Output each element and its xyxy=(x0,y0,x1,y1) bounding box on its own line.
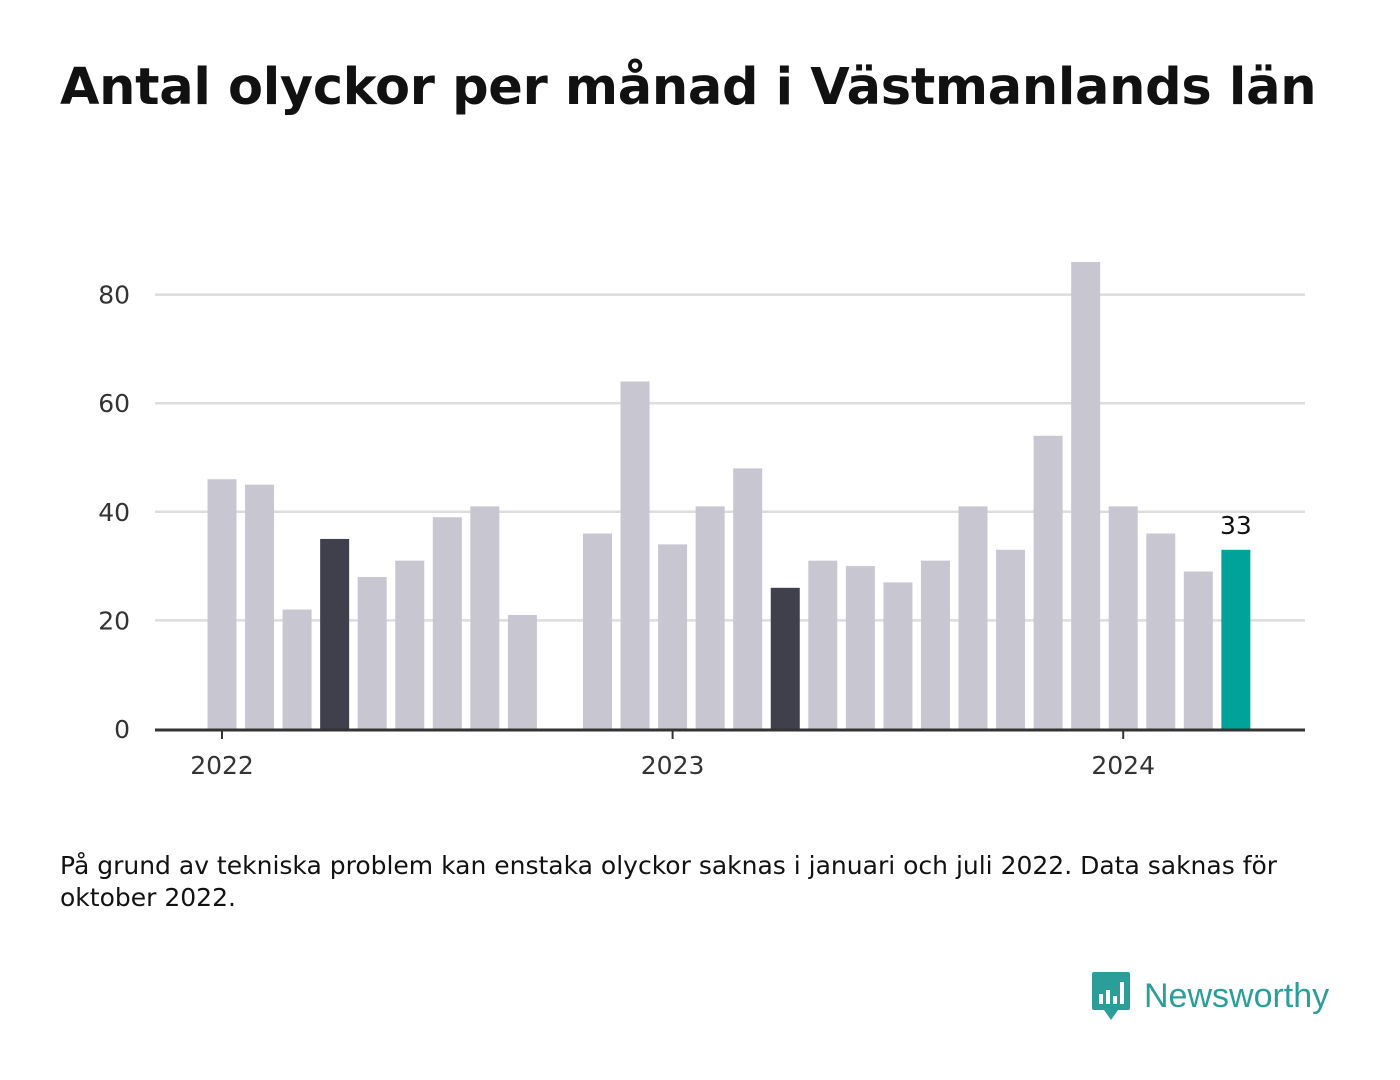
y-tick-label: 20 xyxy=(98,606,130,635)
bars xyxy=(207,262,1251,729)
bar-chart: 0 20 40 60 80 2022 2023 2024 33 xyxy=(98,262,1305,780)
y-tick-label: 80 xyxy=(98,281,130,310)
bar xyxy=(245,484,275,729)
y-axis-tick-labels: 0 20 40 60 80 xyxy=(98,281,130,744)
x-tick-label: 2024 xyxy=(1091,751,1155,780)
brand[interactable]: Newsworthy xyxy=(1090,968,1329,1024)
bar xyxy=(1221,549,1251,729)
x-tick-label: 2023 xyxy=(641,751,705,780)
bar xyxy=(958,506,988,729)
bar xyxy=(658,544,688,729)
x-tick-label: 2022 xyxy=(190,751,254,780)
bar xyxy=(320,538,350,729)
x-axis-tick-labels: 2022 2023 2024 xyxy=(190,731,1155,780)
bar xyxy=(996,549,1026,729)
bar xyxy=(357,576,387,729)
bar xyxy=(583,533,612,729)
bar xyxy=(1146,533,1176,729)
bar xyxy=(620,381,650,729)
y-tick-label: 60 xyxy=(98,389,130,418)
bar xyxy=(883,582,913,729)
bar xyxy=(733,468,763,729)
brand-name: Newsworthy xyxy=(1144,976,1330,1015)
bar xyxy=(920,560,950,729)
bar xyxy=(282,609,312,729)
bar xyxy=(470,506,500,729)
data-label: 33 xyxy=(1220,511,1252,540)
bar xyxy=(507,614,537,729)
bar xyxy=(1183,571,1213,729)
bar xyxy=(845,566,875,729)
annotations: 33 xyxy=(1220,511,1252,540)
bar xyxy=(808,560,838,729)
y-tick-label: 0 xyxy=(114,715,130,744)
bar xyxy=(395,560,425,729)
bar xyxy=(432,517,462,729)
y-tick-label: 40 xyxy=(98,498,130,527)
footnote: På grund av tekniska problem kan enstaka… xyxy=(60,851,1278,912)
bar xyxy=(695,506,725,729)
bar xyxy=(1071,262,1101,729)
newsworthy-logo-icon xyxy=(1092,972,1130,1020)
bar xyxy=(1033,435,1063,729)
bar xyxy=(207,479,237,729)
bar xyxy=(770,587,800,729)
chart-title: Antal olyckor per månad i Västmanlands l… xyxy=(60,58,1317,117)
bar xyxy=(1108,506,1138,729)
